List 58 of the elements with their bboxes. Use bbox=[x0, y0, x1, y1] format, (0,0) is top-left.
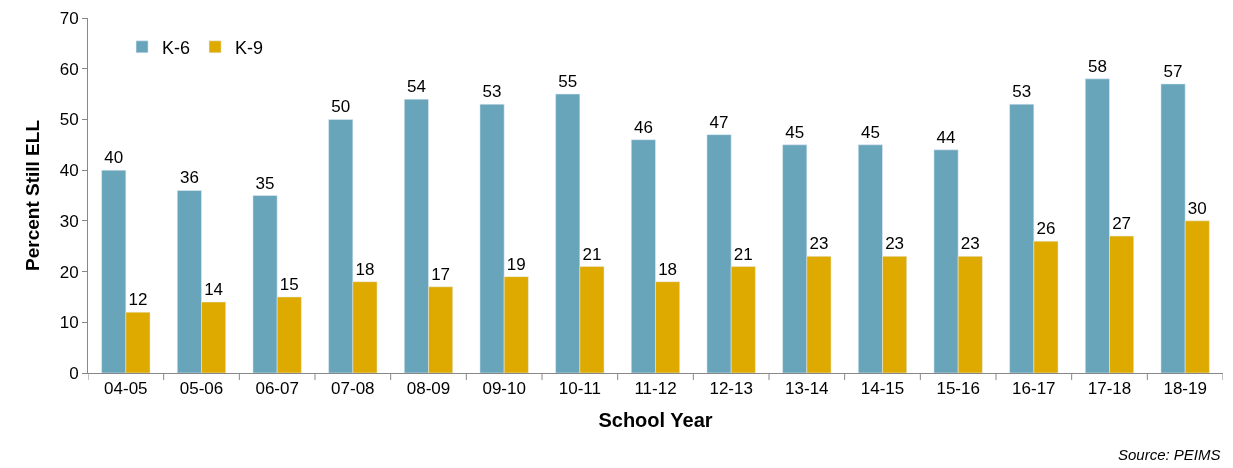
data-label: 21 bbox=[733, 244, 753, 264]
data-label: 53 bbox=[482, 82, 502, 102]
source-note: Source: PEIMS bbox=[1118, 446, 1221, 463]
data-label: 45 bbox=[860, 122, 880, 142]
x-tick-label: 15-16 bbox=[936, 379, 980, 399]
data-label: 36 bbox=[179, 168, 199, 188]
data-label: 40 bbox=[104, 148, 124, 168]
data-label: 23 bbox=[809, 234, 829, 254]
data-label: 55 bbox=[558, 72, 578, 92]
x-tick-label: 16-17 bbox=[1012, 379, 1056, 399]
data-label: 53 bbox=[1012, 82, 1032, 102]
y-tick-label: 30 bbox=[59, 211, 79, 231]
data-label: 23 bbox=[960, 234, 980, 254]
legend-label: K-6 bbox=[162, 37, 191, 58]
data-label: 23 bbox=[885, 234, 905, 254]
data-label: 47 bbox=[709, 112, 729, 132]
data-label: 57 bbox=[1163, 61, 1183, 81]
data-label: 58 bbox=[1087, 56, 1107, 76]
y-axis-title: Percent Still ELL bbox=[21, 119, 43, 271]
x-tick-label: 06-07 bbox=[255, 379, 299, 399]
x-tick-label: 09-10 bbox=[482, 379, 526, 399]
x-tick-label: 11-12 bbox=[634, 379, 677, 399]
data-label: 18 bbox=[658, 259, 678, 279]
data-label: 46 bbox=[633, 117, 653, 137]
y-tick-label: 10 bbox=[59, 313, 79, 333]
data-label: 44 bbox=[936, 127, 956, 147]
data-label: 30 bbox=[1187, 198, 1207, 218]
data-label: 26 bbox=[1036, 219, 1056, 239]
data-label: 54 bbox=[406, 77, 426, 97]
x-tick-label: 10-11 bbox=[558, 379, 601, 399]
data-label: 35 bbox=[255, 173, 275, 193]
y-tick-label: 50 bbox=[59, 110, 79, 130]
y-tick-label: 0 bbox=[69, 363, 79, 383]
x-tick-label: 14-15 bbox=[860, 379, 905, 399]
y-tick-label: 70 bbox=[59, 8, 79, 28]
y-tick-label: 20 bbox=[59, 262, 79, 282]
data-label: 14 bbox=[204, 280, 224, 299]
x-tick-label: 12-13 bbox=[709, 379, 753, 399]
x-tick-label: 13-14 bbox=[785, 379, 829, 399]
data-label: 15 bbox=[279, 274, 299, 294]
x-axis-title: School Year bbox=[598, 408, 713, 431]
x-tick-label: 17-18 bbox=[1087, 379, 1132, 399]
x-tick-label: 07-08 bbox=[331, 379, 375, 399]
x-tick-label: 08-09 bbox=[406, 379, 451, 399]
y-tick-label: 60 bbox=[59, 59, 79, 79]
data-label: 12 bbox=[128, 290, 148, 310]
data-label: 50 bbox=[331, 97, 351, 117]
x-tick-label: 05-06 bbox=[179, 379, 224, 399]
data-label: 21 bbox=[582, 244, 602, 264]
data-label: 19 bbox=[506, 254, 526, 274]
y-tick-label: 40 bbox=[59, 161, 79, 181]
data-label: 17 bbox=[431, 264, 451, 284]
data-label: 27 bbox=[1112, 214, 1132, 234]
x-tick-label: 18-19 bbox=[1163, 379, 1207, 399]
x-tick-label: 04-05 bbox=[104, 379, 148, 399]
data-label: 45 bbox=[785, 122, 805, 142]
data-label: 18 bbox=[355, 259, 375, 279]
legend-label: K-9 bbox=[235, 37, 264, 58]
